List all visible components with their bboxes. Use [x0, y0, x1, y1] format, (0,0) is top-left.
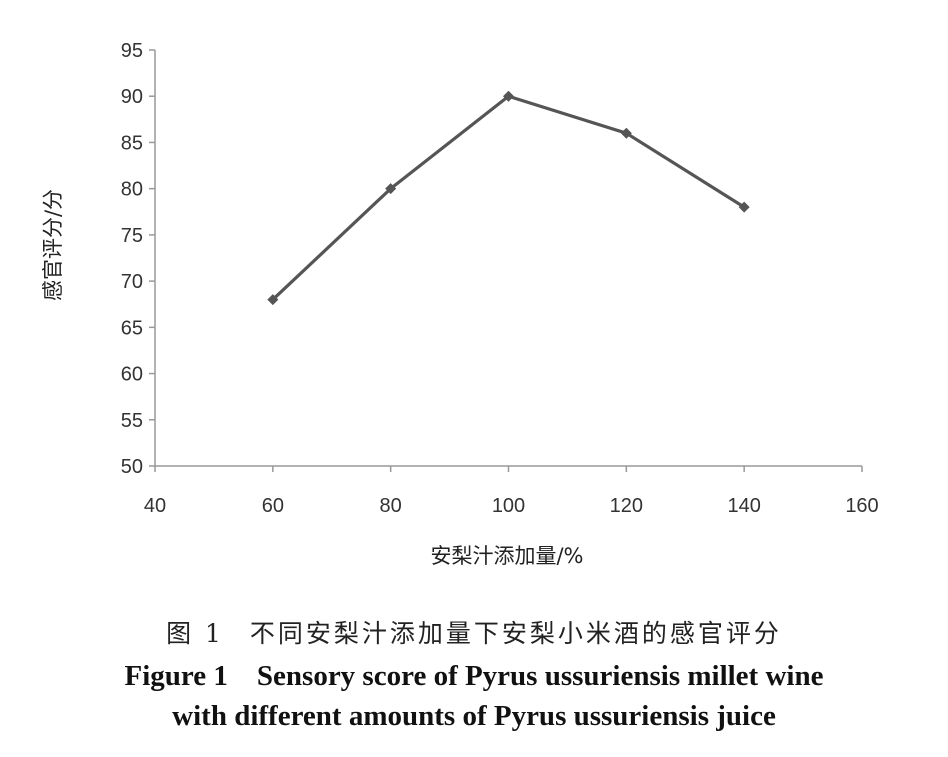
- x-tick-label: 120: [610, 495, 643, 517]
- x-axis: 40 60 80 100 120 140 160: [144, 465, 879, 517]
- x-tick-label: 80: [380, 495, 402, 517]
- y-tick-label: 80: [121, 179, 143, 201]
- x-tick-label: 40: [144, 495, 166, 517]
- data-point: [620, 127, 632, 139]
- data-point: [385, 183, 397, 195]
- data-point: [267, 294, 279, 306]
- figure-number-cn: 图 1: [166, 619, 224, 648]
- y-tick-label: 85: [121, 132, 143, 154]
- y-axis-title: 感官评分/分: [41, 189, 65, 301]
- y-axis: 50 55 60 65 70 75 80 85 90 95: [121, 40, 156, 478]
- x-axis-title: 安梨汁添加量/%: [430, 544, 583, 568]
- x-tick-label: 140: [727, 495, 760, 517]
- x-tick-label: 100: [492, 495, 525, 517]
- y-tick-label: 75: [121, 225, 143, 247]
- y-tick-label: 70: [121, 271, 143, 293]
- figure-title-cn: 不同安梨汁添加量下安梨小米酒的感官评分: [249, 619, 782, 648]
- figure-caption-en-line1: Figure 1 Sensory score of Pyrus ussurien…: [124, 660, 824, 692]
- y-tick-label: 95: [121, 40, 143, 62]
- series: [267, 90, 750, 306]
- x-tick-label: 60: [262, 495, 284, 517]
- series-line: [271, 94, 746, 301]
- data-point: [503, 90, 514, 102]
- data-point: [738, 201, 750, 213]
- figure-caption-cn: 图 1 不同安梨汁添加量下安梨小米酒的感官评分: [0, 614, 948, 650]
- y-tick-label: 90: [121, 86, 143, 108]
- y-tick-label: 65: [121, 317, 143, 339]
- figure-caption-en-line2: with different amounts of Pyrus ussurien…: [172, 700, 776, 732]
- y-tick-label: 55: [121, 410, 143, 432]
- y-tick-label: 60: [121, 364, 143, 386]
- x-tick-label: 160: [845, 495, 878, 517]
- y-tick-label: 50: [121, 456, 143, 478]
